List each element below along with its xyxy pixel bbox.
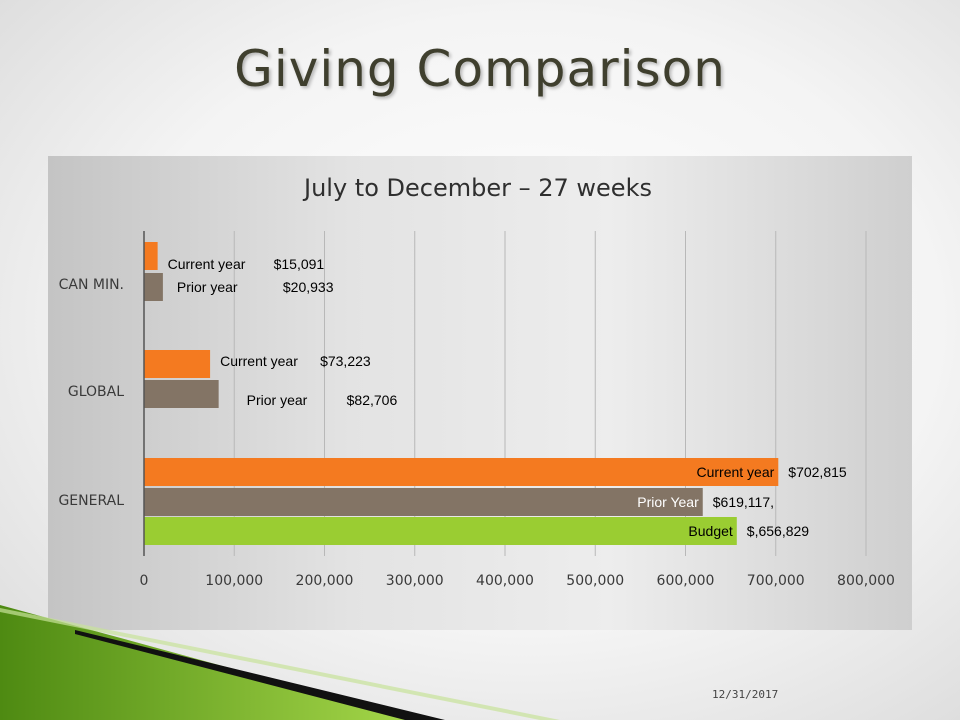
- bar-current: [144, 458, 779, 486]
- bar-series-label: Prior Year: [637, 494, 699, 510]
- x-tick-label: 700,000: [747, 573, 805, 589]
- footer-date: 12/31/2017: [712, 688, 779, 701]
- chart-title: July to December – 27 weeks: [302, 174, 652, 202]
- bar-chart: July to December – 27 weeks Current year…: [58, 174, 895, 589]
- bar-current: [144, 350, 211, 378]
- bar-value-label: $73,223: [320, 353, 371, 369]
- bar-prior: [144, 273, 163, 301]
- category-label: GENERAL: [58, 493, 124, 509]
- x-tick-label: 800,000: [837, 573, 895, 589]
- bar-budget: [144, 517, 737, 545]
- x-tick-label: 400,000: [476, 573, 534, 589]
- corner-decoration: [0, 605, 560, 720]
- bars: [144, 242, 779, 545]
- bar-value-label: $,656,829: [747, 523, 809, 539]
- x-tick-label: 0: [140, 573, 149, 589]
- bar-series-label: Current year: [696, 464, 774, 480]
- x-tick-label: 200,000: [296, 573, 354, 589]
- x-tick-label: 300,000: [386, 573, 444, 589]
- grid-lines: [233, 231, 867, 556]
- x-tick-label: 500,000: [566, 573, 624, 589]
- bar-prior: [144, 380, 219, 408]
- bar-prior: [144, 488, 703, 516]
- bar-series-label: Current year: [220, 353, 298, 369]
- axes: 0 100,000 200,000 300,000 400,000 500,000 600,…: [58, 231, 895, 589]
- bar-value-label: $619,117,: [713, 494, 774, 510]
- slide-title: Giving Comparison: [234, 40, 726, 98]
- chart-panel: July to December – 27 weeks Current year…: [48, 156, 912, 630]
- x-tick-label: 100,000: [205, 573, 263, 589]
- category-label: CAN MIN.: [59, 277, 124, 293]
- category-label: GLOBAL: [68, 384, 124, 400]
- bar-series-label: Prior year: [247, 392, 308, 408]
- bar-current: [144, 242, 158, 270]
- bar-labels: Current year $15,091 Prior year $20,933 Curr…: [168, 256, 847, 539]
- bar-value-label: $15,091: [274, 256, 325, 272]
- bar-value-label: $20,933: [283, 279, 334, 295]
- bar-value-label: $82,706: [347, 392, 398, 408]
- x-tick-label: 600,000: [657, 573, 715, 589]
- bar-series-label: Current year: [168, 256, 246, 272]
- bar-value-label: $702,815: [788, 464, 847, 480]
- bar-series-label: Budget: [688, 523, 732, 539]
- bar-series-label: Prior year: [177, 279, 238, 295]
